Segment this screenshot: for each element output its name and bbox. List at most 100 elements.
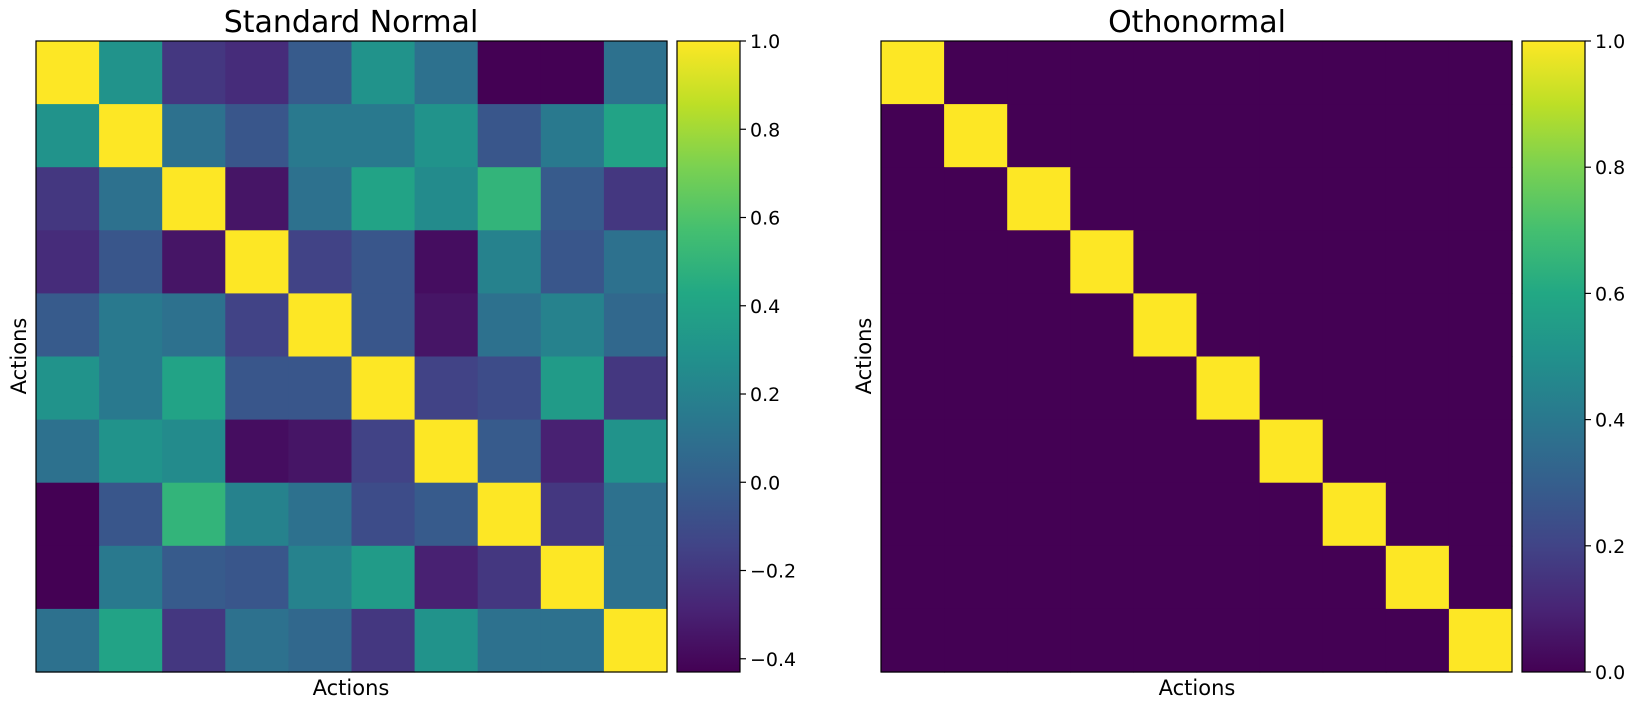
heatmap-cell [1322, 167, 1387, 231]
heatmap-cell [162, 104, 226, 168]
heatmap-cell [414, 41, 479, 105]
heatmap-cell [1070, 293, 1134, 358]
heatmap-cell [477, 356, 542, 421]
colorbar-frame [1521, 40, 1586, 673]
heatmap-cell [414, 293, 479, 358]
heatmap-cell [1448, 230, 1513, 294]
heatmap-cell [1070, 167, 1134, 231]
heatmap-cell [414, 419, 479, 484]
heatmap-cell [1259, 608, 1324, 673]
heatmap-cell [1007, 293, 1071, 358]
heatmap-cell [1259, 293, 1324, 358]
heatmap-cell [225, 167, 289, 231]
heatmap-cell [351, 41, 416, 105]
heatmap-cell [1322, 41, 1387, 105]
heatmap-cell [1259, 230, 1324, 294]
heatmap-cell [414, 230, 479, 294]
heatmap-cell [351, 167, 416, 231]
colorbar-tick-label: 1.0 [1595, 31, 1625, 53]
heatmap-cell [36, 545, 100, 610]
heatmap-cell [603, 356, 668, 421]
heatmap-cell [881, 419, 945, 484]
heatmap-cells [36, 41, 668, 673]
heatmap-cell [225, 419, 289, 484]
heatmap-cell [36, 41, 100, 105]
heatmap-cell [944, 545, 1008, 610]
heatmap-cell [1133, 545, 1198, 610]
heatmap-cell [603, 293, 668, 358]
colorbar-tick-label: 0.6 [1595, 283, 1625, 305]
heatmap-cell [288, 482, 353, 547]
heatmap-cell [36, 419, 100, 484]
heatmap-cell [288, 167, 353, 231]
heatmap-cell [414, 608, 479, 673]
heatmap-cell [603, 608, 668, 673]
heatmap-cell [99, 230, 163, 294]
colorbar-tick-label: 0.4 [1595, 410, 1625, 432]
heatmap-cell [603, 419, 668, 484]
heatmap-cell [1196, 608, 1261, 673]
heatmap-cell [1385, 482, 1450, 547]
heatmap-cell [1448, 482, 1513, 547]
heatmap-cell [477, 419, 542, 484]
heatmap-cell [1007, 356, 1071, 421]
plot-frame [880, 40, 1513, 673]
heatmap-cell [1259, 167, 1324, 231]
heatmap-cell [881, 293, 945, 358]
heatmap-cell [1385, 230, 1450, 294]
heatmap-cell [1448, 293, 1513, 358]
heatmap-cell [162, 419, 226, 484]
heatmap-cell [414, 356, 479, 421]
heatmap-cell [351, 104, 416, 168]
heatmap-cell [1385, 41, 1450, 105]
heatmap-cell [1007, 230, 1071, 294]
heatmap-cell [351, 545, 416, 610]
heatmap-cell [944, 104, 1008, 168]
heatmap-cell [540, 167, 605, 231]
heatmap-cell [36, 482, 100, 547]
heatmap-cell [36, 293, 100, 358]
heatmap-cell [477, 482, 542, 547]
heatmap-cell [1322, 545, 1387, 610]
heatmap-cell [603, 167, 668, 231]
heatmap-cell [477, 167, 542, 231]
heatmap-cell [881, 482, 945, 547]
heatmap-cell [1448, 356, 1513, 421]
heatmap-cell [881, 167, 945, 231]
panel-standard-normal: Standard Normal Actions Actions −0.4 −0.2… [7, 5, 796, 700]
colorbar-tick-label: 0.4 [750, 296, 780, 318]
heatmap-cell [1007, 419, 1071, 484]
heatmap-cell [1007, 167, 1071, 231]
heatmap-cell [99, 104, 163, 168]
heatmap-cell [1070, 419, 1134, 484]
heatmap-cell [162, 356, 226, 421]
heatmap-cell [540, 41, 605, 105]
heatmap-cell [944, 41, 1008, 105]
heatmap-cell [99, 608, 163, 673]
chart-title: Standard Normal [224, 5, 479, 40]
heatmap-cell [36, 167, 100, 231]
heatmap-cell [288, 293, 353, 358]
heatmap-cell [540, 230, 605, 294]
heatmap-cell [603, 230, 668, 294]
heatmap-cell [162, 41, 226, 105]
colorbar-tick-label: −0.2 [750, 561, 796, 583]
heatmap-cell [1007, 41, 1071, 105]
colorbar-ticks: 0.0 0.2 0.4 0.6 0.8 1.0 [1585, 31, 1625, 684]
heatmap-cell [225, 104, 289, 168]
heatmap-cell [225, 356, 289, 421]
heatmap-cell [36, 608, 100, 673]
heatmap-cell [225, 545, 289, 610]
heatmap-cells [881, 41, 1513, 673]
heatmap-cell [603, 482, 668, 547]
heatmap-cell [1196, 545, 1261, 610]
colorbar: 0.0 0.2 0.4 0.6 0.8 1.0 [1521, 31, 1625, 684]
heatmap-cell [1007, 104, 1071, 168]
heatmap-cell [1259, 545, 1324, 610]
y-axis-label: Actions [852, 318, 876, 395]
heatmap-cell [540, 482, 605, 547]
colorbar-gradient [677, 41, 740, 672]
heatmap-cell [881, 104, 945, 168]
heatmap-cell [1322, 293, 1387, 358]
